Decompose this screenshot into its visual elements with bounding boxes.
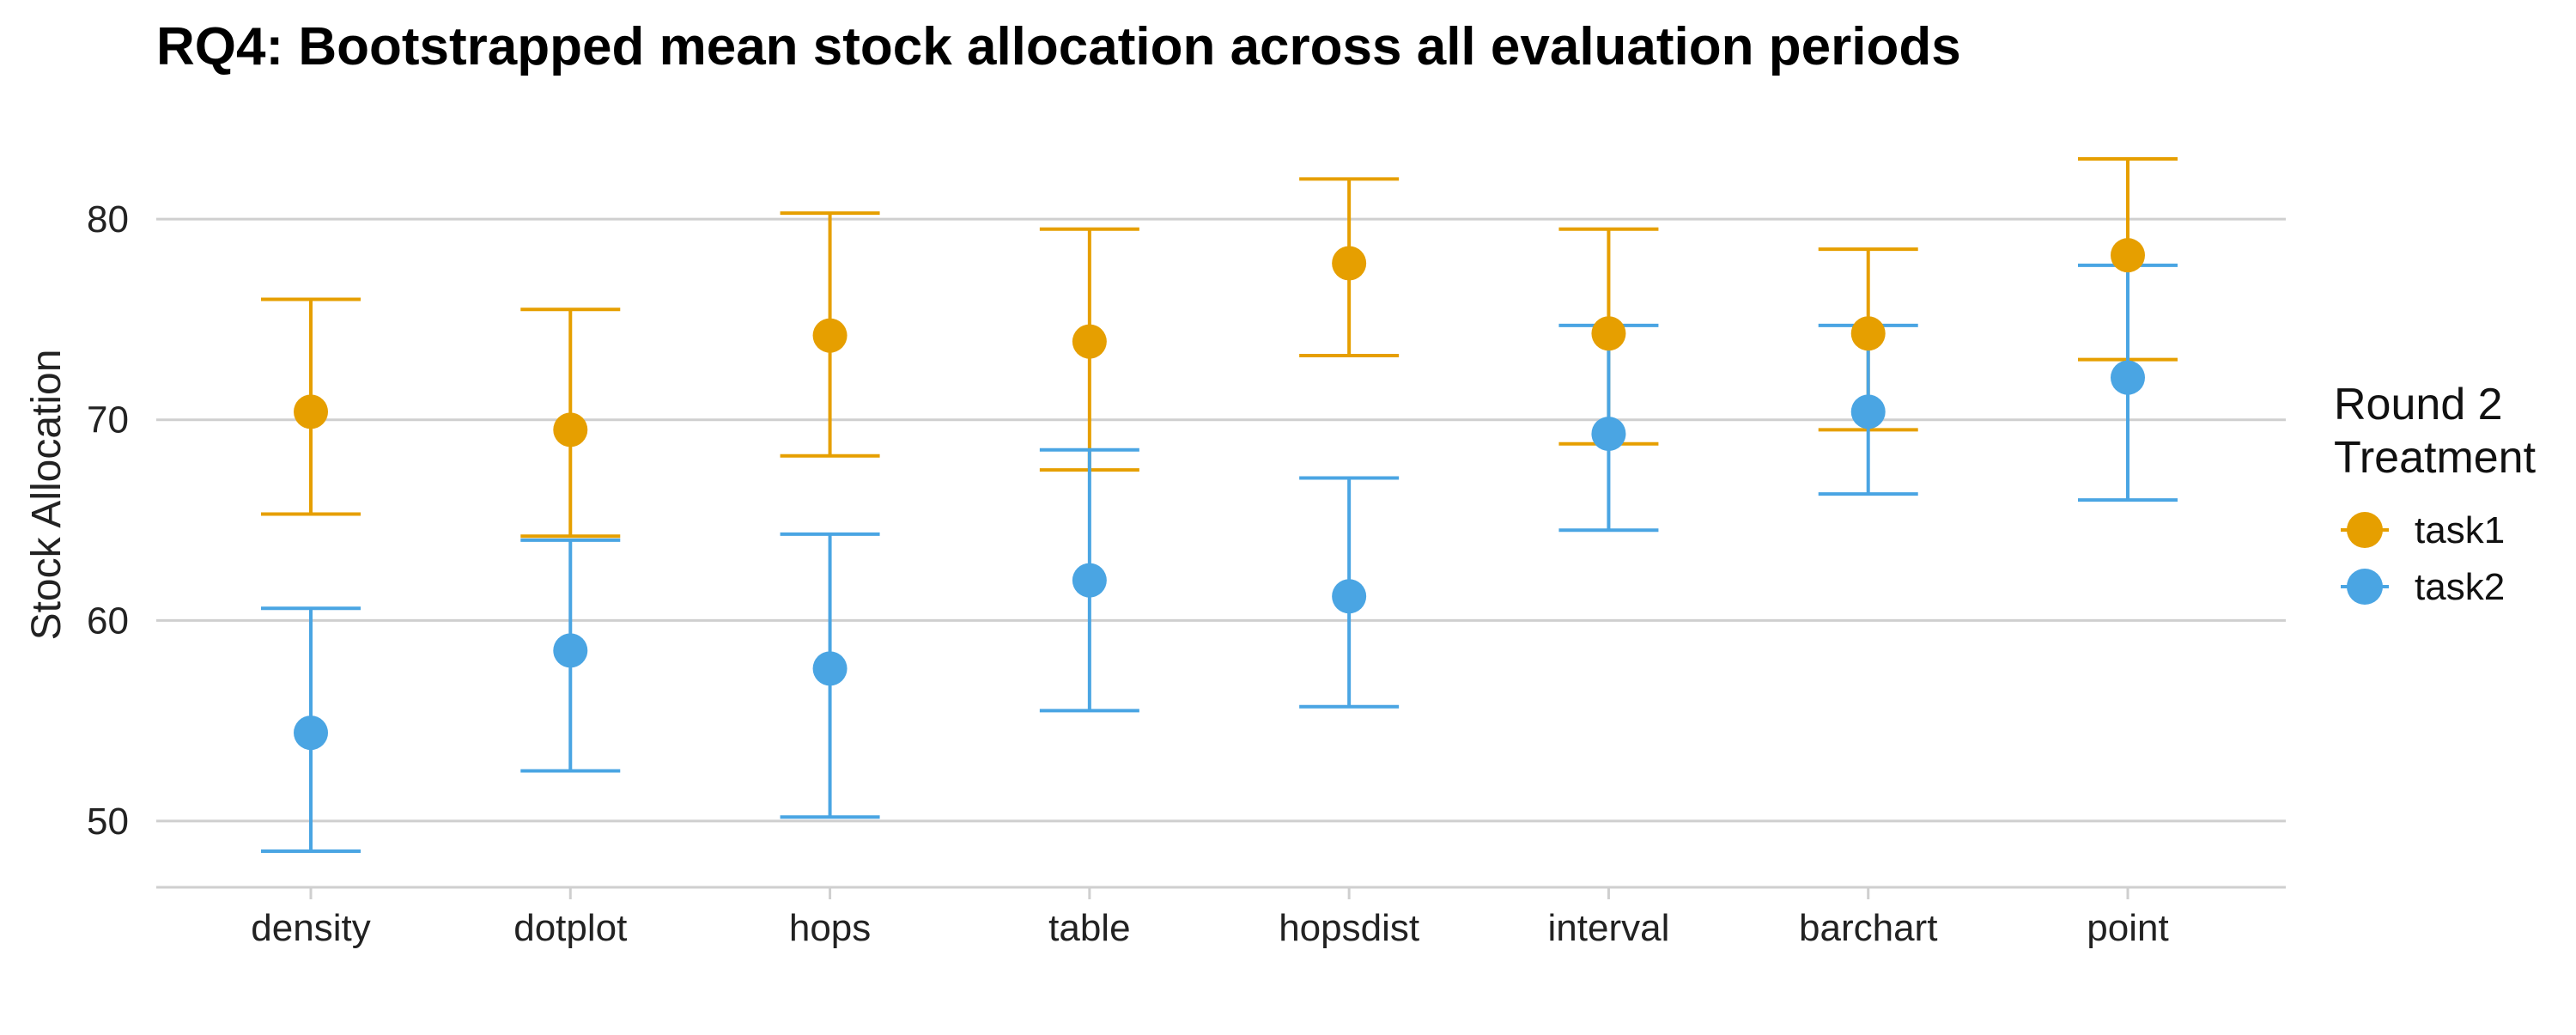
x-tick-label-point: point bbox=[2087, 907, 2168, 949]
point-task2-dotplot bbox=[553, 633, 588, 668]
point-task2-barchart bbox=[1850, 394, 1886, 429]
chart-title: RQ4: Bootstrapped mean stock allocation … bbox=[156, 17, 1961, 76]
x-tick-label-table: table bbox=[1048, 907, 1130, 949]
point-task1-hopsdist bbox=[1332, 246, 1367, 281]
point-task2-hops bbox=[812, 651, 848, 686]
x-axis-ticks: density dotplot hops table hopsdist interval b… bbox=[251, 887, 2169, 949]
point-task1-dotplot bbox=[553, 412, 588, 447]
x-tick-label-hops: hops bbox=[789, 907, 871, 949]
x-tick-label-dotplot: dotplot bbox=[513, 907, 627, 949]
legend-key-point-task2 bbox=[2347, 569, 2383, 605]
point-task1-density bbox=[294, 394, 328, 429]
point-task2-table bbox=[1072, 563, 1107, 598]
y-axis-ticks: 50 60 70 80 bbox=[87, 198, 129, 843]
point-task1-table bbox=[1072, 324, 1107, 359]
point-task2-hopsdist bbox=[1332, 579, 1367, 614]
legend: Round 2 Treatment task1 task2 bbox=[2334, 380, 2537, 608]
legend-item-task1: task1 bbox=[2341, 509, 2505, 551]
point-task1-barchart bbox=[1850, 316, 1886, 351]
x-tick-label-density: density bbox=[251, 907, 370, 949]
legend-key-point-task1 bbox=[2347, 512, 2383, 548]
point-task2-density bbox=[294, 715, 328, 751]
grid-lines bbox=[156, 217, 2286, 823]
legend-items: task1 task2 bbox=[2341, 509, 2505, 608]
x-tick-label-interval: interval bbox=[1548, 907, 1670, 949]
legend-item-task2: task2 bbox=[2341, 566, 2505, 608]
error-bars bbox=[261, 157, 2178, 853]
point-task1-interval bbox=[1591, 316, 1626, 351]
point-task2-point bbox=[2111, 360, 2145, 395]
x-tick-label-hopsdist: hopsdist bbox=[1279, 907, 1419, 949]
legend-title-line-1: Round 2 bbox=[2334, 380, 2503, 429]
y-tick-label-80: 80 bbox=[87, 198, 129, 240]
point-task2-interval bbox=[1591, 417, 1626, 452]
legend-label-task2: task2 bbox=[2415, 566, 2505, 608]
mean-points bbox=[294, 238, 2145, 751]
x-tick-label-barchart: barchart bbox=[1799, 907, 1937, 949]
y-tick-label-50: 50 bbox=[87, 801, 129, 843]
y-axis-label: Stock Allocation bbox=[24, 350, 70, 641]
y-tick-label-70: 70 bbox=[87, 399, 129, 441]
point-task1-hops bbox=[812, 318, 848, 353]
legend-title-line-2: Treatment bbox=[2334, 433, 2537, 483]
y-tick-label-60: 60 bbox=[87, 600, 129, 642]
point-task1-point bbox=[2111, 238, 2145, 273]
legend-label-task1: task1 bbox=[2415, 509, 2505, 551]
